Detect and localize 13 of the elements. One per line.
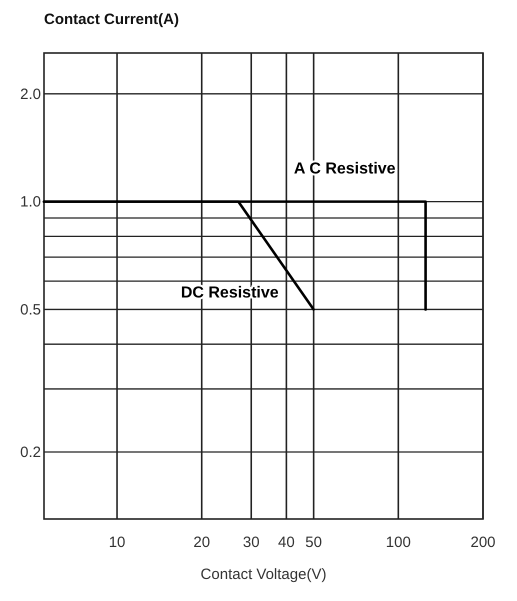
- y-tick-label: 2.0: [20, 86, 41, 103]
- x-tick-label: 100: [386, 534, 411, 551]
- y-tick-label: 1.0: [20, 194, 41, 211]
- x-tick-label: 30: [242, 534, 260, 551]
- y-axis-title: Contact Current(A): [44, 11, 179, 28]
- x-tick-label: 40: [278, 534, 295, 551]
- x-axis-title: Contact Voltage(V): [200, 566, 326, 583]
- y-tick-label: 0.5: [20, 301, 41, 318]
- x-tick-label: 50: [305, 534, 322, 551]
- x-tick-label: 20: [193, 534, 210, 551]
- y-tick-label: 0.2: [20, 444, 41, 461]
- x-tick-label: 10: [108, 534, 126, 551]
- x-tick-label: 200: [470, 534, 496, 551]
